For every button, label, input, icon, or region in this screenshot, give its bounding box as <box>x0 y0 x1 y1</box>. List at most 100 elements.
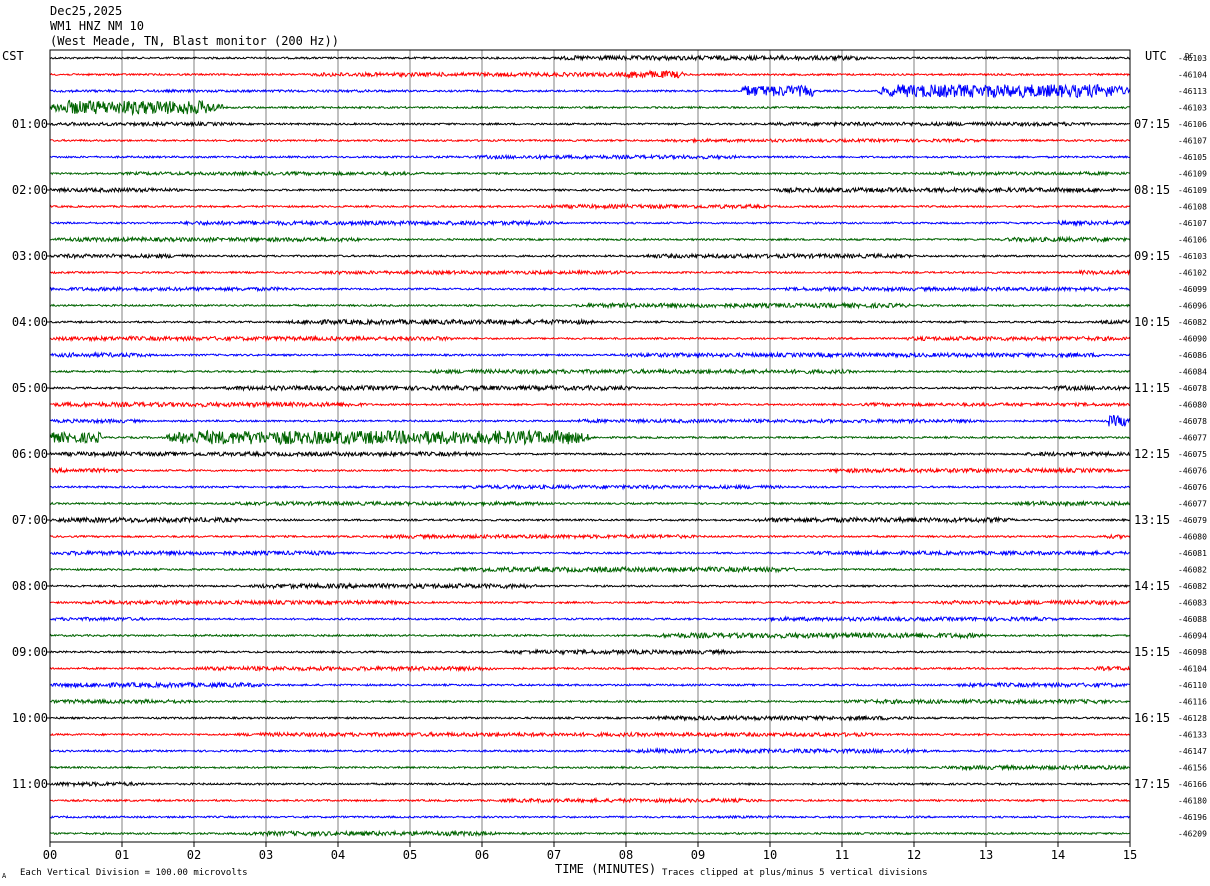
footer-division-note: Each Vertical Division = 100.00 microvol… <box>20 868 248 878</box>
seismic-trace <box>49 450 1131 458</box>
seismic-trace <box>49 814 1131 820</box>
dc-offset-label: -46099 <box>1178 285 1207 294</box>
seismic-trace <box>49 351 1131 359</box>
left-time-label: 06:00 <box>12 447 48 461</box>
x-tick-label: 12 <box>907 848 921 862</box>
seismic-trace <box>49 581 1131 591</box>
seismic-trace <box>49 301 1131 310</box>
dc-offset-label: -46209 <box>1178 830 1207 839</box>
seismic-trace <box>49 54 1131 62</box>
left-time-label: 04:00 <box>12 315 48 329</box>
seismic-trace <box>49 186 1131 194</box>
left-time-label: 10:00 <box>12 711 48 725</box>
seismic-trace <box>49 565 1131 574</box>
x-tick-label: 14 <box>1051 848 1065 862</box>
seismic-trace <box>49 414 1131 427</box>
dc-offset-label: -46084 <box>1178 368 1207 377</box>
right-time-label: 10:15 <box>1134 315 1170 329</box>
dc-offset-label: -46078 <box>1178 417 1207 426</box>
seismic-trace <box>49 235 1131 244</box>
x-tick-label: 11 <box>835 848 849 862</box>
left-time-label: 11:00 <box>12 777 48 791</box>
dc-offset-label: -46147 <box>1178 747 1207 756</box>
dc-offset-label: -46076 <box>1178 483 1207 492</box>
grid-layer <box>46 50 1131 847</box>
dc-offset-label: -46094 <box>1178 632 1207 641</box>
x-tick-label: 13 <box>979 848 993 862</box>
seismic-trace <box>49 483 1131 491</box>
left-time-label: 08:00 <box>12 579 48 593</box>
seismic-trace <box>49 400 1131 409</box>
dc-offset-label: -46104 <box>1178 71 1207 80</box>
x-tick-label: 03 <box>259 848 273 862</box>
right-time-label: 11:15 <box>1134 381 1170 395</box>
dc-offset-label: -46106 <box>1178 120 1207 129</box>
dc-offset-label: -46180 <box>1178 797 1207 806</box>
dc-offset-label: -46110 <box>1178 681 1207 690</box>
right-time-label: 09:15 <box>1134 249 1170 263</box>
dc-offset-label: -46102 <box>1178 269 1207 278</box>
seismic-trace <box>49 681 1131 689</box>
seismic-trace <box>49 269 1131 276</box>
dc-offset-label: -46104 <box>1178 665 1207 674</box>
x-axis-label: TIME (MINUTES) <box>555 862 656 876</box>
plot-frame <box>49 49 1131 843</box>
seismic-trace <box>49 69 1131 80</box>
seismic-trace <box>49 252 1131 260</box>
seismic-trace <box>49 367 1131 376</box>
seismic-trace <box>49 153 1131 161</box>
dc-offset-label: -46166 <box>1178 780 1207 789</box>
left-time-label: 03:00 <box>12 249 48 263</box>
dc-offset-label: -46098 <box>1178 648 1207 657</box>
right-timezone-label: UTC <box>1145 49 1167 63</box>
seismic-trace <box>49 99 1131 117</box>
dc-offset-label: -46076 <box>1178 467 1207 476</box>
right-time-label: 17:15 <box>1134 777 1170 791</box>
footer-clip-note: Traces clipped at plus/minus 5 vertical … <box>662 868 928 878</box>
dc-offset-label: -46196 <box>1178 813 1207 822</box>
seismic-trace <box>49 780 1131 788</box>
dc-offset-label: -46081 <box>1178 549 1207 558</box>
seismic-trace <box>49 829 1131 838</box>
trace-layer <box>49 54 1131 838</box>
seismic-trace <box>49 83 1131 99</box>
x-tick-label: 05 <box>403 848 417 862</box>
dc-offset-label: -46086 <box>1178 351 1207 360</box>
seismic-trace <box>49 137 1131 144</box>
dc-offset-label: -46108 <box>1178 203 1207 212</box>
dc-offset-label: -46116 <box>1178 698 1207 707</box>
seismic-trace <box>49 730 1130 739</box>
corner-mark: A <box>2 872 7 880</box>
dc-offset-label: -46082 <box>1178 318 1207 327</box>
dc-offset-label: -46107 <box>1178 137 1207 146</box>
dc-offset-label: -46107 <box>1178 219 1207 228</box>
dc-offset-label: -46082 <box>1178 582 1207 591</box>
dc-offset-label: -46090 <box>1178 335 1207 344</box>
seismic-trace <box>49 532 1131 541</box>
seismic-trace <box>49 499 1131 508</box>
seismic-trace <box>49 334 1131 343</box>
seismic-trace <box>49 169 1131 177</box>
seismic-trace <box>49 202 1131 211</box>
dc-label: DC <box>1185 52 1193 60</box>
right-time-label: 14:15 <box>1134 579 1170 593</box>
x-tick-label: 02 <box>187 848 201 862</box>
right-time-label: 13:15 <box>1134 513 1170 527</box>
left-time-label: 07:00 <box>12 513 48 527</box>
x-tick-label: 08 <box>619 848 633 862</box>
dc-offset-label: -46105 <box>1178 153 1207 162</box>
dc-offset-label: -46109 <box>1178 186 1207 195</box>
header-station: WM1 HNZ NM 10 <box>50 19 144 33</box>
seismic-trace <box>49 664 1131 673</box>
seismic-trace <box>49 219 1131 227</box>
dc-offset-label: -46103 <box>1178 252 1207 261</box>
dc-offset-label: -46082 <box>1178 566 1207 575</box>
x-tick-label: 10 <box>763 848 777 862</box>
x-tick-label: 00 <box>43 848 57 862</box>
seismic-trace <box>49 466 1130 475</box>
right-time-label: 12:15 <box>1134 447 1170 461</box>
seismic-trace <box>49 714 1131 722</box>
dc-offset-label: -46080 <box>1178 401 1207 410</box>
dc-offset-label: -46088 <box>1178 615 1207 624</box>
seismic-trace <box>49 429 1131 446</box>
